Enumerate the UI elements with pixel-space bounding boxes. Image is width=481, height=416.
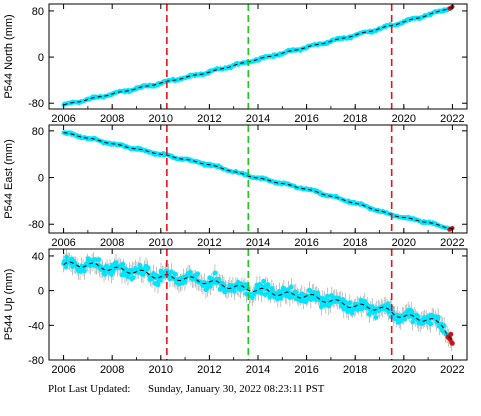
plot-area (61, 249, 455, 352)
data-point (123, 266, 129, 272)
footer-timestamp: Sunday, January 30, 2022 08:23:11 PST (148, 383, 325, 395)
y-tick-label: -80 (28, 355, 44, 367)
y-tick-label: -80 (28, 219, 44, 231)
data-point (208, 283, 213, 289)
data-point (232, 288, 237, 294)
gps-timeseries-figure: 2006 2008 2010 2012 2014 2016 2018 2020 2022 -80 0… (3, 3, 468, 376)
data-point (113, 260, 119, 266)
data-point (258, 290, 264, 296)
data-point (315, 290, 320, 296)
x-tick-label: 2016 (294, 113, 318, 125)
x-tick-label: 2010 (149, 364, 173, 376)
x-tick-label: 2010 (149, 237, 173, 249)
footer-label: Plot Last Updated: (48, 383, 131, 395)
data-point (324, 293, 330, 299)
data-points (61, 254, 455, 346)
x-tick-label: 2010 (149, 113, 173, 125)
data-point (63, 264, 69, 270)
x-tick-label: 2012 (197, 237, 221, 249)
y-tick-label: 0 (38, 52, 44, 64)
data-point (182, 279, 188, 285)
data-point (138, 265, 144, 271)
x-tick-label: 2016 (294, 237, 318, 249)
data-point (409, 309, 415, 315)
data-point (82, 268, 87, 274)
data-point (120, 261, 126, 267)
x-tick-label: 2012 (197, 113, 221, 125)
data-point (450, 340, 455, 346)
x-tick-label: 2022 (440, 237, 464, 249)
y-axis-label: P544 North (mm) (3, 14, 15, 98)
data-point (373, 314, 379, 320)
x-tick-label: 2020 (392, 237, 416, 249)
x-tick-label: 2008 (100, 113, 124, 125)
data-point (410, 319, 416, 325)
x-tick-label: 2014 (246, 113, 270, 125)
data-point (212, 270, 218, 276)
data-point (64, 254, 69, 260)
y-tick-label: 40 (32, 251, 44, 263)
data-point (221, 282, 227, 288)
x-tick-label: 2006 (51, 113, 75, 125)
data-point (343, 302, 349, 308)
x-tick-label: 2022 (440, 364, 464, 376)
x-tick-label: 2022 (440, 113, 464, 125)
x-tick-label: 2006 (51, 237, 75, 249)
data-point (169, 269, 174, 275)
data-point (402, 316, 407, 322)
panel-2: 2006 2008 2010 2012 2014 2016 2018 2020 2022 -80 0… (3, 124, 468, 249)
data-point (288, 284, 294, 290)
panel-1: 2006 2008 2010 2012 2014 2016 2018 2020 2022 -80 0… (3, 3, 468, 125)
data-point (293, 289, 299, 295)
y-tick-label: -40 (28, 320, 44, 332)
data-point (435, 314, 441, 320)
x-tick-label: 2020 (392, 113, 416, 125)
data-point (448, 331, 454, 337)
data-point (130, 275, 136, 281)
x-tick-label: 2016 (294, 364, 318, 376)
x-tick-label: 2008 (100, 364, 124, 376)
y-axis-label: P544 East (mm) (3, 139, 15, 218)
plot-footer: Plot Last Updated: Sunday, January 30, 2… (0, 380, 481, 400)
model-fit-line (63, 132, 453, 230)
x-tick-label: 2014 (246, 237, 270, 249)
x-tick-label: 2020 (392, 364, 416, 376)
x-tick-label: 2012 (197, 364, 221, 376)
panel-3: 2006 2008 2010 2012 2014 2016 2018 2020 2022 -80 -… (3, 248, 468, 376)
plot-area (61, 130, 455, 232)
model-fit-line (63, 261, 453, 341)
data-point (347, 300, 353, 306)
y-axis-label: P544 Up (mm) (3, 269, 15, 341)
data-point (261, 278, 267, 284)
data-point (195, 271, 201, 277)
x-tick-label: 2018 (343, 364, 367, 376)
data-point (415, 313, 421, 319)
x-tick-label: 2018 (343, 237, 367, 249)
y-tick-label: 80 (32, 6, 44, 18)
data-point (358, 297, 364, 303)
model-fit-line (63, 6, 453, 106)
y-tick-label: 0 (38, 173, 44, 185)
data-point (187, 269, 193, 275)
x-tick-label: 2014 (246, 364, 270, 376)
data-point (428, 321, 434, 327)
data-point (157, 278, 163, 283)
data-point (349, 310, 355, 316)
data-point (125, 274, 131, 280)
data-point (262, 292, 268, 298)
y-tick-label: 0 (38, 286, 44, 298)
x-tick-label: 2006 (51, 364, 75, 376)
x-tick-label: 2018 (343, 113, 367, 125)
data-point (96, 257, 102, 262)
data-point (145, 265, 151, 271)
data-point (265, 282, 271, 287)
data-point (385, 301, 391, 307)
x-tick-label: 2008 (100, 237, 124, 249)
y-tick-label: 80 (32, 126, 44, 138)
data-point (172, 271, 178, 277)
y-tick-label: -80 (28, 98, 44, 110)
plot-area (61, 4, 455, 107)
